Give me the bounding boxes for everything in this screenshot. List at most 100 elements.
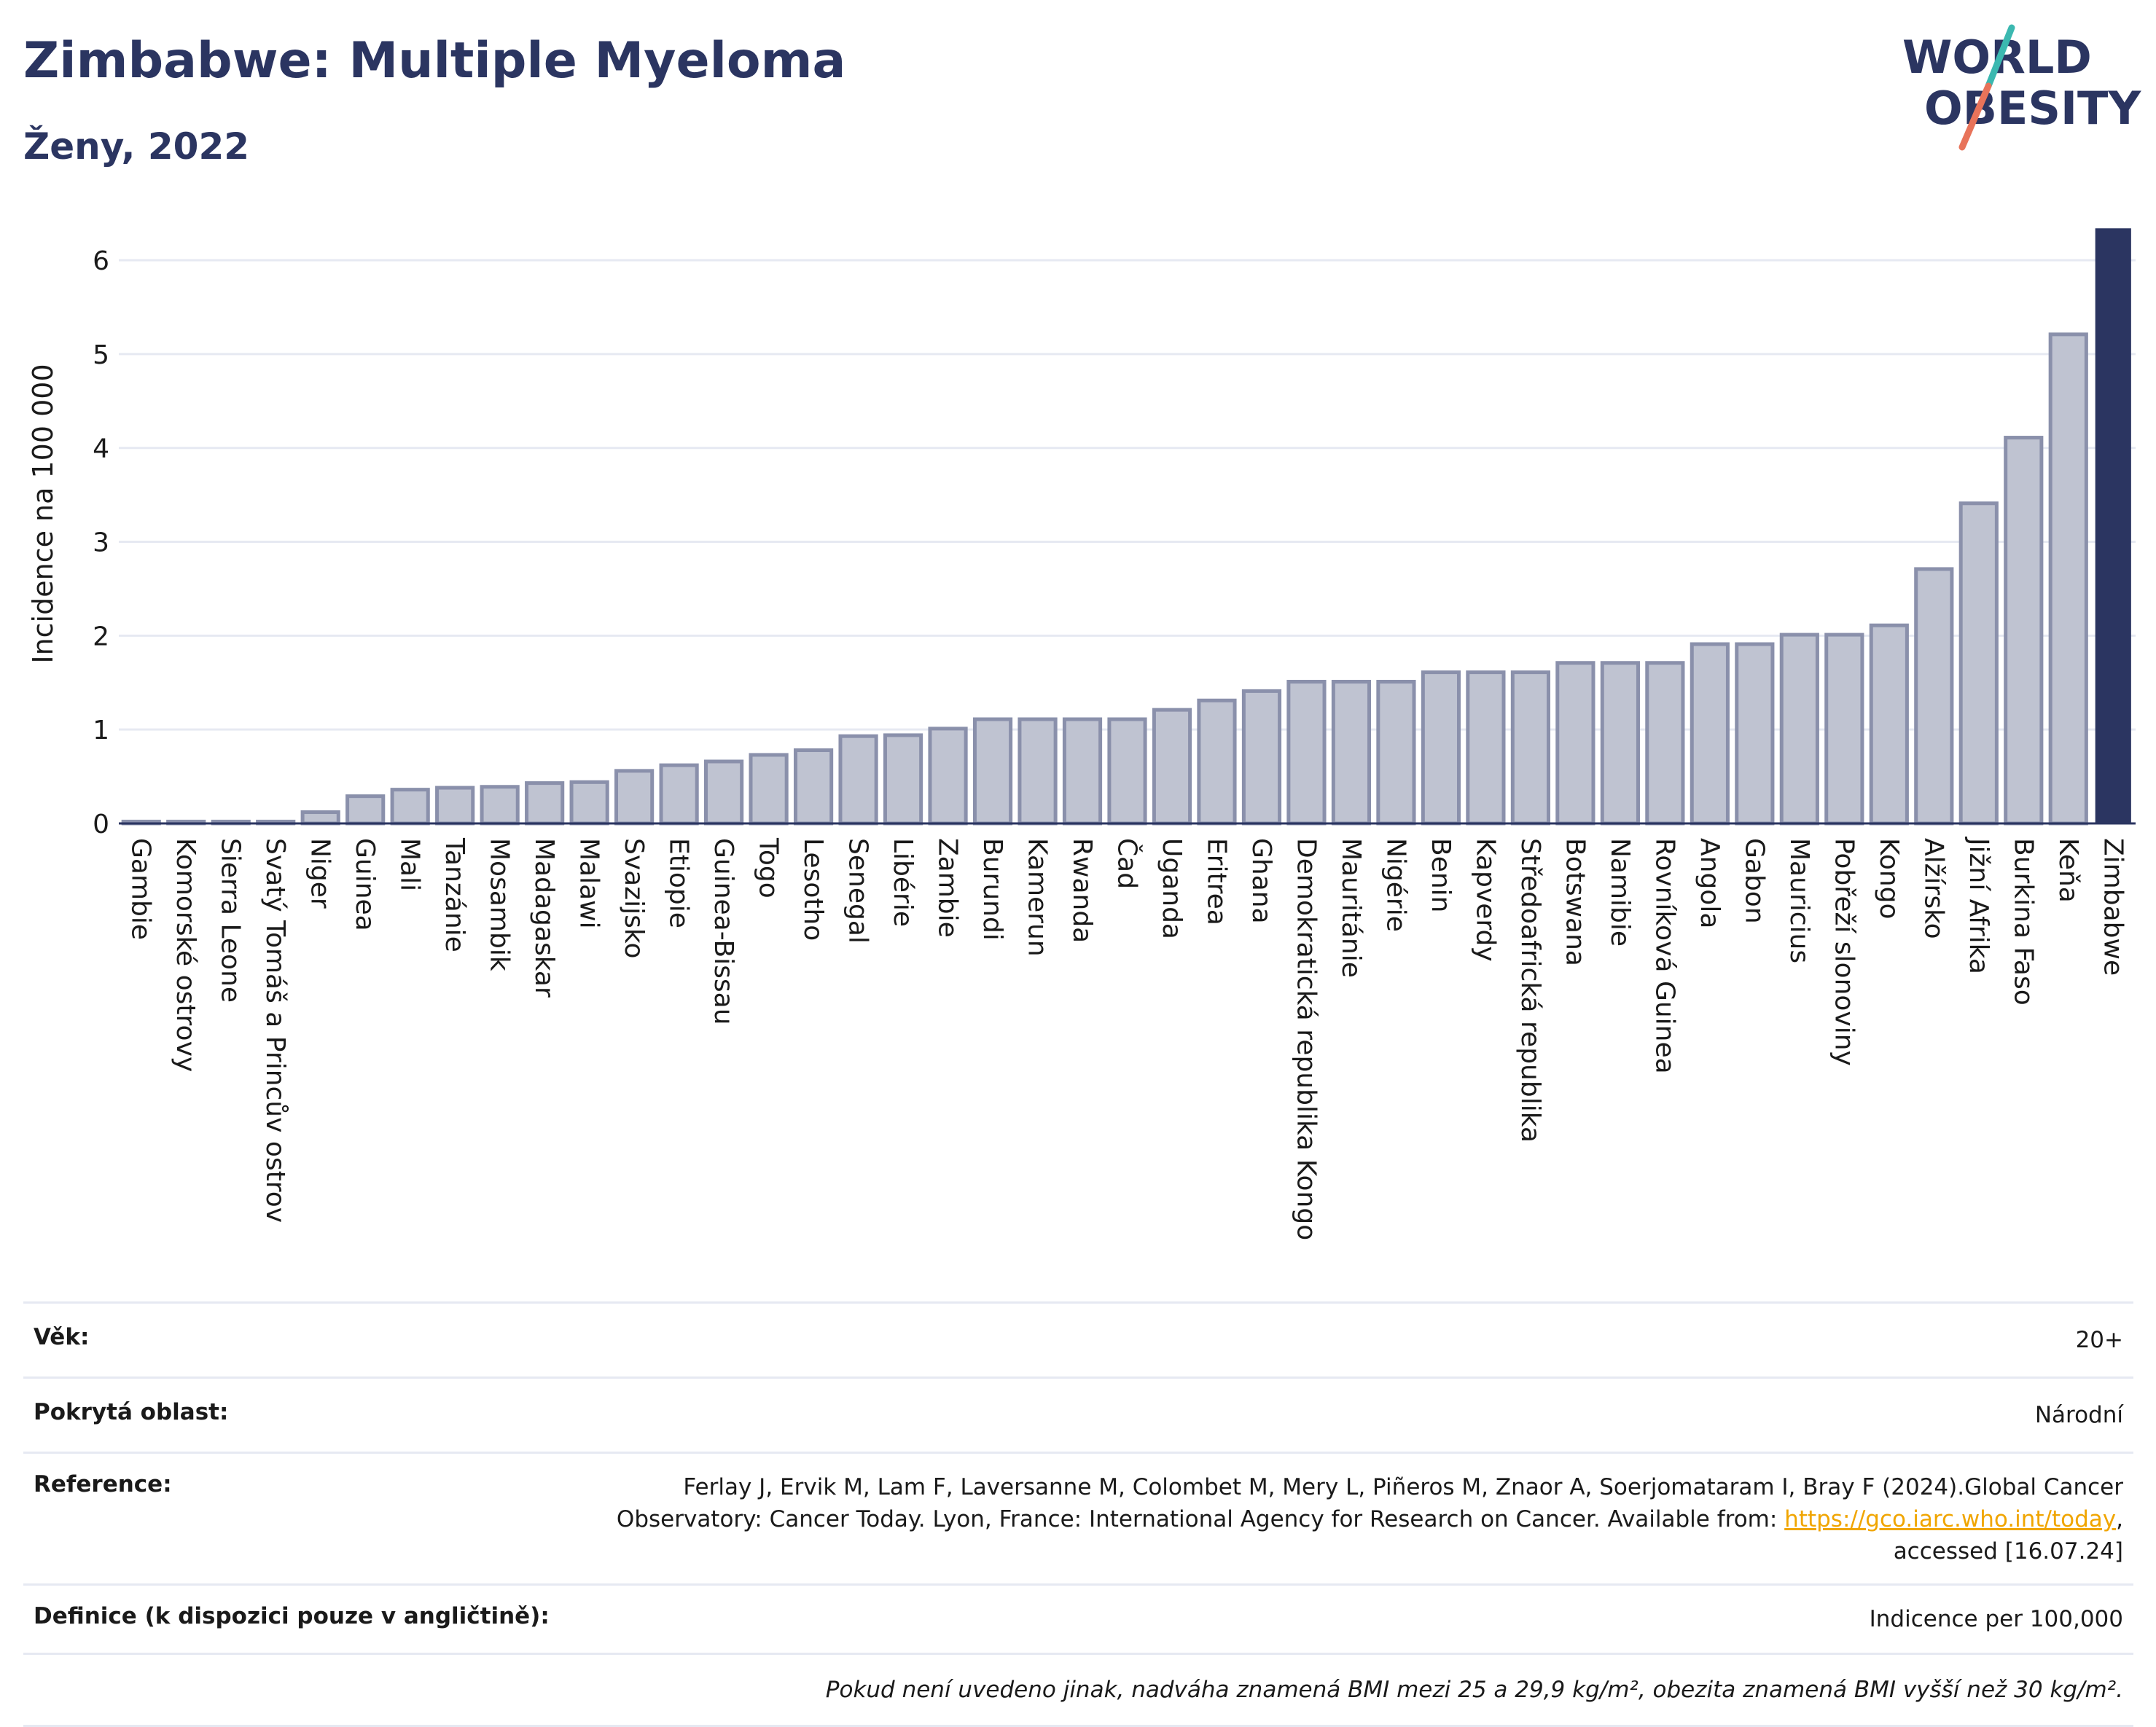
x-tick-label: Tanzánie [440, 837, 469, 952]
bar [1286, 679, 1327, 826]
y-tick-label: 6 [93, 246, 109, 276]
bar-chart: 0 1 2 3 4 5 6 Gambie Komorské ostrovy Sierra Leon… [27, 228, 2136, 1240]
bar [1466, 670, 1506, 826]
x-tick-label: Namibie [1605, 838, 1635, 947]
bar [1824, 633, 1864, 826]
reference-text-3: , [2116, 1506, 2123, 1532]
x-tick-label: Ghana [1246, 838, 1276, 924]
definition-value: Indicence per 100,000 [1869, 1606, 2123, 1632]
logo-slash-teal [1985, 24, 2015, 90]
x-tick-label: Burkina Faso [2008, 838, 2038, 1006]
y-tick-label: 4 [93, 434, 109, 464]
info-row-area: Pokrytá oblast: Národní [23, 1376, 2133, 1452]
bar [1331, 679, 1372, 826]
bar [1600, 661, 1640, 826]
world-obesity-logo: WORLD OBESITY [1902, 24, 2141, 151]
area-value: Národní [2034, 1402, 2123, 1428]
x-tick-label: Gabon [1739, 838, 1769, 924]
x-tick-label: Etiopie [664, 838, 694, 928]
bar [1197, 698, 1237, 826]
reference-label: Reference: [34, 1471, 172, 1497]
x-tick-label: Senegal [843, 838, 873, 944]
bar [435, 786, 475, 826]
x-tick-label: Niger [305, 838, 335, 909]
bar [883, 733, 923, 826]
bar [2095, 228, 2131, 823]
bar [569, 780, 609, 826]
bar [480, 785, 520, 826]
reference-link[interactable]: https://gco.iarc.who.int/today [1784, 1506, 2117, 1532]
bars [121, 228, 2131, 826]
reference-value: Ferlay J, Ervik M, Lam F, Laversanne M, … [617, 1471, 2133, 1567]
x-tick-label: Demokratická republika Kongo [1291, 838, 1321, 1240]
x-tick-label: Guinea [350, 838, 380, 931]
bar [1735, 642, 1775, 826]
chart-title: Zimbabwe: Multiple Myeloma [23, 32, 846, 90]
reference-text-4: accessed [16.07.24] [1893, 1538, 2123, 1565]
y-tick-label: 3 [93, 528, 109, 558]
bar [793, 748, 834, 826]
bar [1152, 708, 1192, 826]
x-tick-label: Zimbabwe [2098, 838, 2128, 976]
logo-word-obesity: OBESITY [1924, 82, 2141, 135]
x-tick-label: Alžírsko [1918, 838, 1948, 939]
reference-text-1: Ferlay J, Ervik M, Lam F, Laversanne M, … [683, 1474, 2123, 1500]
x-tick-label: Nigérie [1380, 838, 1410, 932]
y-tick-label: 0 [93, 810, 109, 839]
x-tick-label: Mauricius [1784, 838, 1814, 963]
bar [1376, 679, 1416, 826]
chart-subtitle: Ženy, 2022 [23, 125, 250, 168]
bar [1062, 717, 1103, 826]
bar [614, 769, 655, 826]
reference-text-2: Observatory: Cancer Today. Lyon, France:… [616, 1506, 1785, 1532]
info-row-reference: Reference: Ferlay J, Ervik M, Lam F, Lav… [23, 1452, 2133, 1583]
age-value: 20+ [2075, 1327, 2123, 1353]
x-tick-label: Kamerun [1023, 838, 1052, 957]
x-tick-label: Jižní Afrika [1964, 837, 1993, 974]
bar [1869, 623, 1909, 826]
bar [2048, 332, 2088, 826]
x-tick-label: Svazijsko [619, 838, 649, 958]
bar [1779, 633, 1819, 826]
bar [972, 717, 1013, 826]
x-tick-label: Rwanda [1067, 838, 1097, 943]
x-tick-label: Sierra Leone [216, 838, 246, 1003]
x-tick-label: Malawi [574, 838, 604, 929]
y-tick-label: 1 [93, 716, 109, 745]
bar [1510, 670, 1550, 826]
bar [345, 794, 386, 826]
x-tick-label: Burundi [977, 838, 1007, 941]
y-axis-label: Incidence na 100 000 [27, 364, 59, 663]
bmi-note: Pokud není uvedeno jinak, nadváha znamen… [825, 1677, 2123, 1703]
x-tick-label: Benin [1426, 838, 1456, 912]
bar [1555, 661, 1595, 826]
bar [1107, 717, 1147, 826]
x-tick-label: Togo [754, 837, 784, 898]
y-tick-label: 5 [93, 340, 109, 370]
bar [1018, 717, 1058, 826]
bar [659, 763, 699, 826]
y-tick-label: 2 [93, 622, 109, 651]
logo-slash-coral [1958, 82, 1992, 151]
bar [1690, 642, 1730, 826]
x-tick-label: Mali [395, 838, 425, 891]
info-row-age: Věk: 20+ [23, 1301, 2133, 1376]
x-tick-label: Mauritánie [1336, 838, 1366, 978]
x-tick-label: Eritrea [1201, 838, 1231, 925]
x-tick-label: Guinea-Bissau [708, 838, 738, 1025]
x-tick-label: Rovníková Guinea [1649, 838, 1679, 1074]
bar [1241, 689, 1282, 826]
area-label: Pokrytá oblast: [34, 1399, 229, 1425]
x-tick-label: Madagaskar [529, 838, 559, 998]
info-row-note: Pokud není uvedeno jinak, nadváha znamen… [23, 1653, 2133, 1727]
x-tick-label: Botswana [1560, 838, 1590, 966]
axes: 0 1 2 3 4 5 6 Gambie Komorské ostrovy Sierra Leon… [93, 246, 2136, 1240]
bar [1421, 670, 1461, 826]
bar [838, 734, 878, 826]
age-label: Věk: [34, 1324, 90, 1350]
bar [525, 781, 565, 826]
x-tick-label: Keňa [2053, 838, 2083, 903]
info-row-definition: Definice (k dispozici pouze v angličtině… [23, 1583, 2133, 1653]
x-tick-label: Uganda [1157, 838, 1187, 939]
x-tick-label: Angola [1695, 838, 1725, 928]
